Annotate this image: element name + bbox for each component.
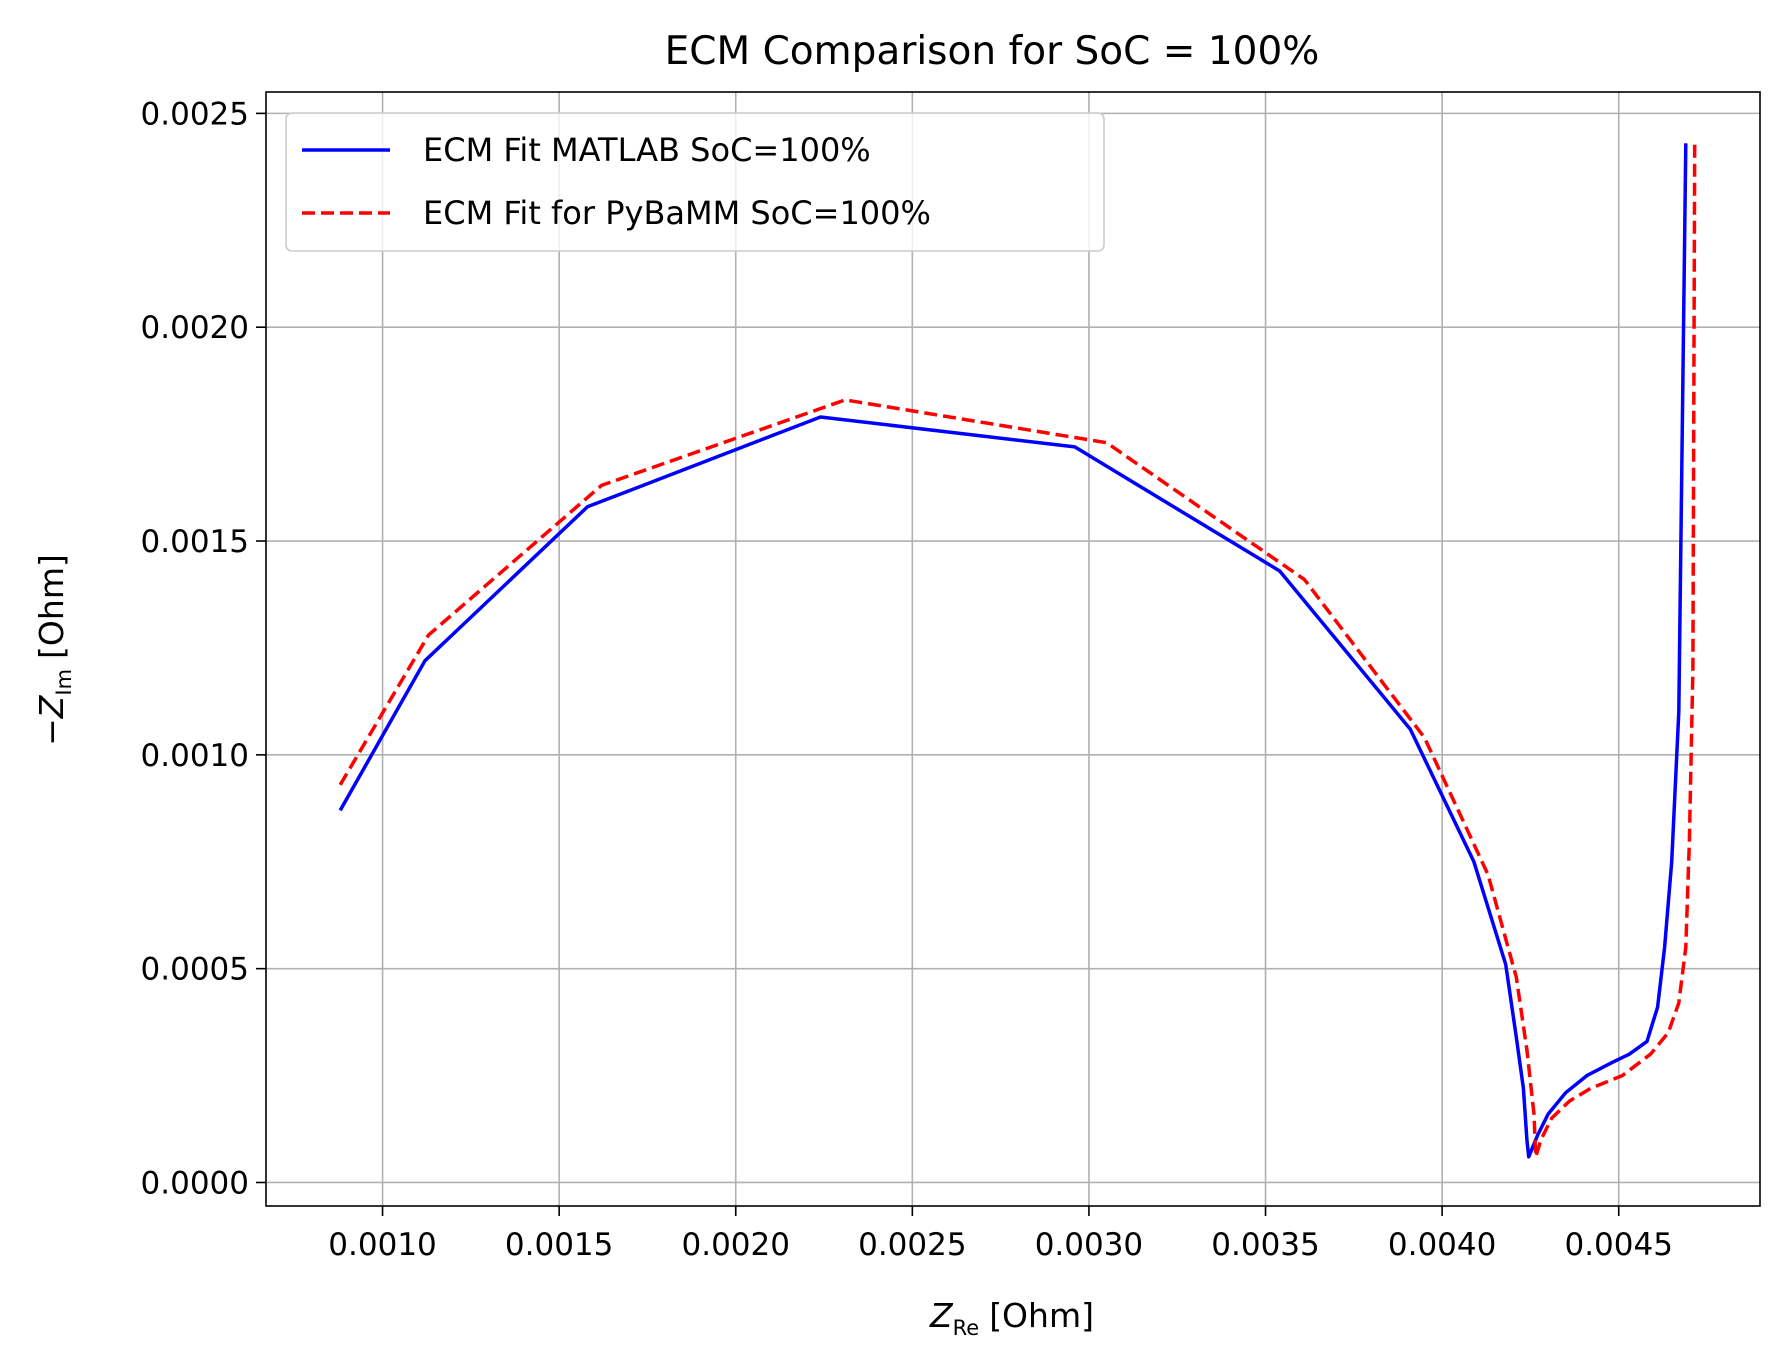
x-axis-label: ZRe [Ohm] — [929, 1296, 1094, 1340]
series-lines — [338, 143, 1697, 1159]
y-axis-label-prefix: − — [32, 718, 71, 746]
x-tick-label: 0.0045 — [1564, 1227, 1672, 1263]
y-tick-label: 0.0015 — [141, 524, 249, 560]
x-axis-ticks: 0.0010 0.0015 0.0020 0.0025 0.0030 0.0035 0.00… — [328, 1206, 1673, 1263]
y-axis-label-unit: [Ohm] — [32, 554, 71, 659]
y-tick-label: 0.0025 — [141, 96, 249, 132]
x-tick-label: 0.0010 — [328, 1227, 436, 1263]
x-axis-label-symbol: Z — [929, 1296, 954, 1335]
grid-lines — [266, 92, 1760, 1206]
x-tick-label: 0.0020 — [682, 1227, 790, 1263]
x-tick-label: 0.0030 — [1035, 1227, 1143, 1263]
legend: ECM Fit MATLAB SoC=100% ECM Fit for PyBa… — [285, 112, 1105, 252]
plot-frame — [265, 91, 1761, 1207]
legend-box — [285, 112, 1105, 252]
y-tick-label: 0.0005 — [141, 952, 249, 988]
x-tick-label: 0.0040 — [1388, 1227, 1496, 1263]
x-axis-label-subscript: Re — [953, 1316, 980, 1340]
y-tick-label: 0.0010 — [141, 738, 249, 774]
chart-title: ECM Comparison for SoC = 100% — [665, 29, 1320, 74]
x-tick-label: 0.0015 — [505, 1227, 613, 1263]
x-axis-label-unit: [Ohm] — [989, 1296, 1094, 1335]
y-axis-label: −ZIm [Ohm] — [32, 554, 76, 746]
x-tick-label: 0.0035 — [1211, 1227, 1319, 1263]
series-line-pybamm — [338, 143, 1697, 1159]
legend-label-matlab: ECM Fit MATLAB SoC=100% — [423, 131, 871, 169]
x-tick-label: 0.0025 — [858, 1227, 966, 1263]
y-axis-label-subscript: Im — [52, 669, 76, 696]
y-axis-label-symbol: Z — [32, 694, 71, 719]
y-axis-ticks: 0.0000 0.0005 0.0010 0.0015 0.0020 0.0025 — [141, 96, 266, 1201]
y-tick-label: 0.0020 — [141, 310, 249, 346]
legend-label-pybamm: ECM Fit for PyBaMM SoC=100% — [423, 194, 931, 232]
series-line-matlab — [338, 143, 1688, 1159]
y-tick-label: 0.0000 — [141, 1165, 249, 1201]
